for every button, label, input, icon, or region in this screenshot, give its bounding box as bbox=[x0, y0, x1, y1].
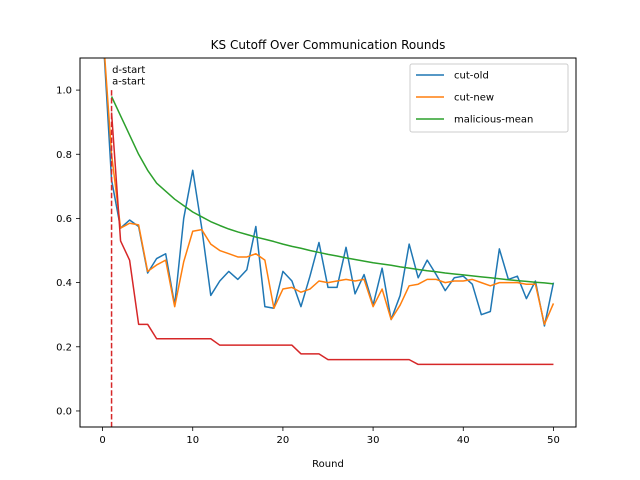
legend-frame bbox=[409, 63, 569, 133]
x-axis-ticks: 0 10 20 30 40 50 bbox=[99, 427, 560, 446]
x-tick-label: 10 bbox=[186, 435, 199, 446]
x-tick-label: 30 bbox=[367, 435, 380, 446]
legend-label-cut-old: cut-old bbox=[454, 71, 489, 82]
series-cut-new-line bbox=[104, 58, 555, 326]
x-tick-label: 20 bbox=[277, 435, 290, 446]
legend-label-cut-new: cut-new bbox=[454, 93, 494, 104]
plot-frame bbox=[79, 57, 577, 428]
series-cut-old-line bbox=[103, 58, 555, 327]
y-axis-ticks: 0.0 0.2 0.4 0.6 0.8 1.0 bbox=[56, 86, 80, 417]
chart-title: KS Cutoff Over Communication Rounds bbox=[211, 38, 446, 52]
y-tick-label: 0.4 bbox=[56, 278, 72, 289]
series-layer bbox=[103, 58, 555, 427]
y-tick-label: 0.0 bbox=[56, 406, 72, 417]
x-tick-label: 50 bbox=[547, 435, 560, 446]
x-axis-title: Round bbox=[312, 459, 344, 470]
annotation-a-start: a-start bbox=[112, 76, 145, 87]
series-red-line bbox=[110, 112, 554, 366]
annotation-d-start: d-start bbox=[112, 65, 145, 76]
legend: cut-old cut-new malicious-mean bbox=[409, 63, 569, 133]
x-tick-label: 40 bbox=[457, 435, 470, 446]
y-tick-label: 1.0 bbox=[56, 86, 72, 97]
series-malicious-mean-line bbox=[110, 96, 554, 285]
y-tick-label: 0.6 bbox=[56, 214, 72, 225]
x-tick-label: 0 bbox=[99, 435, 105, 446]
y-tick-label: 0.2 bbox=[56, 342, 72, 353]
legend-label-malicious-mean: malicious-mean bbox=[454, 115, 533, 126]
y-tick-label: 0.8 bbox=[56, 150, 72, 161]
